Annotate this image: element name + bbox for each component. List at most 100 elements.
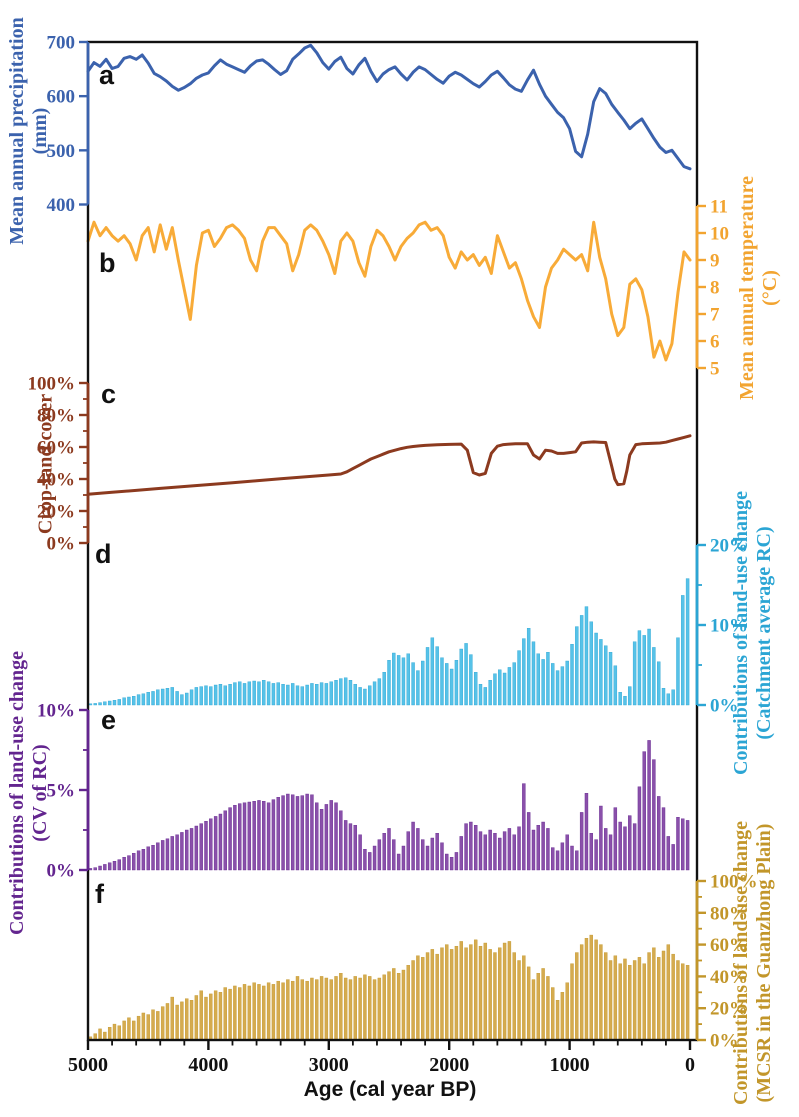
y-axis-title-temperature-unit: (°C) [759, 270, 781, 306]
bar-d [107, 700, 112, 706]
bar-e [199, 823, 203, 871]
bar-f [180, 1001, 184, 1041]
bar-e [127, 855, 131, 871]
bar-d [661, 688, 666, 706]
bar-f [401, 969, 406, 1041]
bar-f [594, 939, 598, 1041]
bar-e [262, 801, 266, 871]
bar-d [271, 683, 276, 706]
bar-f [425, 952, 430, 1041]
bar-e [305, 793, 309, 871]
bar-d [156, 689, 160, 706]
bar-e [290, 794, 295, 871]
bar-e [348, 823, 353, 871]
y-axis-title-cv-rc: Contributions of land-use change (CV of … [6, 651, 52, 935]
bar-d [551, 663, 555, 706]
bar-e [623, 826, 627, 871]
axis-e: 10% 5% 0% [37, 701, 90, 882]
x-tick-label: 1000 [550, 1054, 590, 1076]
bar-d [98, 702, 102, 706]
bar-f [493, 952, 497, 1041]
bar-e [488, 829, 492, 871]
bar-f [570, 963, 574, 1041]
bar-d [305, 684, 309, 706]
bar-d [445, 663, 449, 706]
bar-e [478, 831, 483, 871]
bar-d [589, 621, 593, 706]
bar-d [257, 681, 261, 706]
bar-d [546, 652, 550, 706]
bar-e [430, 837, 435, 871]
bar-e [132, 853, 136, 871]
bar-d [676, 637, 680, 706]
bar-e [396, 853, 401, 871]
line-a [86, 43, 692, 171]
x-tick-label: 5000 [68, 1054, 108, 1076]
bar-d [146, 692, 150, 706]
bar-e [194, 825, 199, 871]
bar-d [541, 659, 545, 706]
tick-label-d: 20% [710, 536, 748, 557]
bar-f [305, 980, 309, 1041]
bar-f [276, 980, 280, 1041]
panel-label-e: e [101, 705, 117, 735]
axis-a: 700 600 500 400 [47, 33, 90, 216]
bar-e [363, 849, 367, 871]
bar-f [310, 977, 314, 1041]
bar-d [358, 687, 362, 706]
bar-d [623, 696, 627, 706]
bar-f [681, 963, 685, 1041]
tick-label-d: 10% [710, 616, 748, 637]
bar-e [628, 815, 632, 871]
bar-f [440, 947, 444, 1041]
bar-f [334, 976, 338, 1041]
bar-e [464, 823, 468, 871]
bar-e [570, 845, 574, 871]
bar-f [449, 949, 454, 1041]
y-axis-title-precipitation-unit: (mm) [29, 107, 51, 155]
bar-e [329, 800, 333, 871]
bar-e [165, 838, 170, 871]
bar-f [661, 950, 666, 1041]
bar-e [252, 801, 256, 871]
bar-f [392, 968, 396, 1041]
bar-d [454, 660, 459, 706]
bar-e [459, 836, 463, 871]
bar-d [531, 641, 536, 706]
bar-e [372, 845, 377, 871]
bar-d [300, 686, 305, 706]
bar-f [348, 979, 353, 1041]
bar-e [228, 807, 232, 871]
bar-f [671, 953, 675, 1041]
bar-f [151, 1009, 155, 1041]
bar-d [478, 684, 483, 706]
bar-d [368, 685, 372, 706]
bar-e [469, 821, 473, 871]
bar-f [517, 960, 521, 1041]
x-axis-title: Age (cal year BP) [303, 1078, 477, 1101]
bar-d [536, 653, 540, 706]
bar-e [493, 833, 497, 871]
bar-d [396, 655, 401, 706]
bar-d [570, 644, 574, 706]
panel-label-f: f [95, 879, 104, 909]
bar-e [608, 834, 613, 871]
bar-f [127, 1017, 131, 1041]
bar-d [315, 684, 319, 706]
bar-e [652, 759, 656, 871]
bar-f [618, 963, 622, 1041]
bar-f [623, 958, 627, 1041]
bar-f [546, 976, 550, 1041]
bar-d [170, 687, 174, 706]
bar-e [666, 836, 671, 871]
panel-label-d: d [95, 539, 112, 569]
bar-f [266, 982, 271, 1041]
tick-label-b: 8 [710, 278, 720, 299]
bar-f [141, 1012, 146, 1041]
x-tick-label: 0 [685, 1054, 695, 1076]
bar-f [541, 968, 545, 1041]
bar-e [339, 810, 343, 871]
bar-d [425, 647, 430, 706]
bar-f [319, 976, 324, 1041]
